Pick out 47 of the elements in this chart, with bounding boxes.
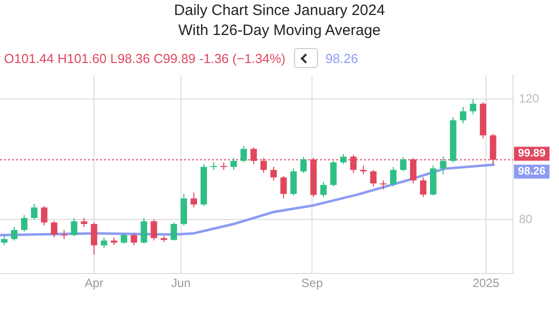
text: 98.26 <box>518 166 546 178</box>
candlestick <box>190 192 198 208</box>
candlestick <box>170 222 178 242</box>
candlestick <box>470 98 476 115</box>
candlestick <box>440 156 446 175</box>
y-tick-label: 120 <box>519 92 540 106</box>
candlestick <box>270 166 277 181</box>
candlestick <box>50 220 58 238</box>
chart-subtitle: With 126-Day Moving Average <box>177 22 382 39</box>
candlestick <box>370 169 377 187</box>
candlestick <box>460 106 466 124</box>
candlestick <box>300 156 307 174</box>
candlestick <box>120 232 128 244</box>
candlestick <box>340 153 347 164</box>
candlestick <box>280 175 287 199</box>
x-tick-label: Jun <box>171 276 191 290</box>
candlestick <box>130 232 138 246</box>
candlestick <box>60 230 68 240</box>
candlestick <box>100 237 108 249</box>
x-tick-label: Sep <box>301 276 324 290</box>
candlestick <box>40 205 48 226</box>
candlestick <box>140 217 148 244</box>
candlestick <box>380 180 387 190</box>
candlestick <box>1 236 8 246</box>
candlestick <box>230 157 237 170</box>
text: 98.26 <box>326 50 358 66</box>
candlestick <box>240 145 247 163</box>
candlestick <box>30 203 38 220</box>
candlestick <box>330 160 337 187</box>
candlestick <box>290 168 297 196</box>
candlestick <box>400 156 406 172</box>
candlestick <box>420 176 426 198</box>
candlestick <box>80 217 88 228</box>
candlestick <box>90 222 98 256</box>
x-tick-label: Apr <box>84 276 104 290</box>
ref-line-label: 99.89 <box>518 148 546 160</box>
candlestick <box>11 226 18 242</box>
candlestick <box>360 164 367 175</box>
y-tick-label: 80 <box>519 212 533 226</box>
candlestick <box>21 214 28 232</box>
text: O101.44 H101.60 L98.36 C99.89 -1.36 (−1.34%) <box>4 50 286 66</box>
candlestick <box>320 181 327 198</box>
candlestick <box>70 217 78 237</box>
candlestick <box>150 218 158 242</box>
x-tick-label: 2025 <box>472 276 500 290</box>
candlestick <box>390 166 397 187</box>
chart-title: Daily Chart Since January 2024 <box>173 2 386 19</box>
